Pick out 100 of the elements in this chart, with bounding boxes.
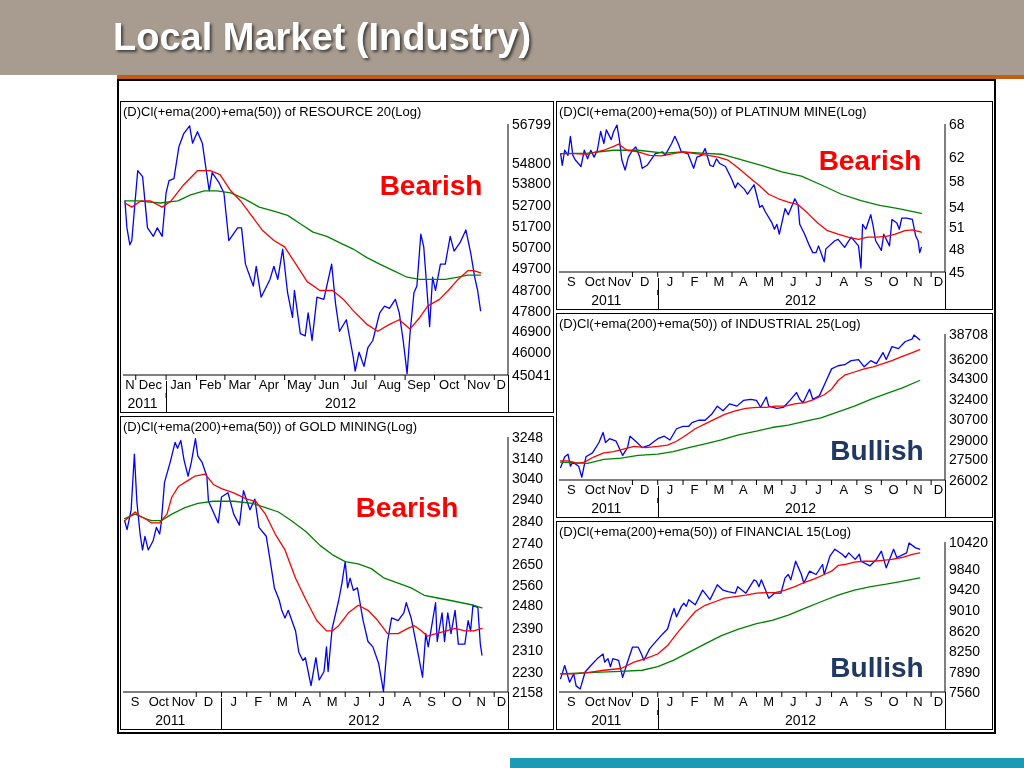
x2-tick-label: 2011 xyxy=(155,712,186,728)
y-tick-label: 2390 xyxy=(512,620,544,637)
x-tick-label: Jun xyxy=(318,377,340,392)
x-tick-label: A xyxy=(302,694,312,709)
x-tick-label: D xyxy=(203,694,214,709)
x-tick-label: N xyxy=(913,482,923,497)
y-tick-label: 45041 xyxy=(512,366,552,383)
y-tick-label: 56799 xyxy=(512,115,552,132)
x-tick-label: A xyxy=(739,694,749,709)
x-tick-label: Jan xyxy=(170,377,192,392)
y-tick-label: 3140 xyxy=(512,450,544,467)
y-tick-label: 62 xyxy=(949,149,965,166)
x-tick-label: S xyxy=(863,274,873,289)
x-tick-label: M xyxy=(763,482,775,497)
x-tick-label: J xyxy=(815,694,822,709)
x-tick-label: J xyxy=(230,694,237,709)
y-tick-label: 2840 xyxy=(512,512,544,529)
x2-tick-label: 2012 xyxy=(324,395,357,411)
y-tick-label: 9420 xyxy=(949,581,981,598)
x-tick-label: S xyxy=(566,274,576,289)
x-tick-label: F xyxy=(690,694,699,709)
x-tick-label: Nov xyxy=(607,482,632,497)
x-tick-label: O xyxy=(451,694,462,709)
x2-tick-label: 2011 xyxy=(591,500,622,516)
line-series xyxy=(124,170,482,332)
y-tick-label: 54800 xyxy=(512,154,552,171)
x-tick-label: Oct xyxy=(584,482,606,497)
x-tick-label: J xyxy=(789,274,797,289)
y-tick-label: 51 xyxy=(949,219,965,236)
y-tick-label: 51700 xyxy=(512,217,552,234)
y-tick-label: 3248 xyxy=(512,428,544,445)
line-series xyxy=(559,143,922,240)
x-tick-label: J xyxy=(815,274,822,289)
x-tick-label: M xyxy=(713,694,725,709)
y-tick-label: 7560 xyxy=(949,683,981,700)
x-tick-label: Aug xyxy=(377,377,402,392)
y-tick-label: 2650 xyxy=(512,555,544,572)
x-tick-label: M xyxy=(713,482,725,497)
chart-title: (D)Cl(+ema(200)+ema(50)) of GOLD MINING(Log) xyxy=(123,419,418,435)
line-series xyxy=(559,124,922,269)
y-tick-label: 46000 xyxy=(512,344,552,361)
x-tick-label: A xyxy=(402,694,412,709)
x-tick-label: J xyxy=(789,482,797,497)
x2-tick-label: 2012 xyxy=(784,292,817,308)
x2-tick-label: 2011 xyxy=(127,395,158,411)
x-tick-label: J xyxy=(353,694,360,709)
annotation: Bullish xyxy=(830,435,924,467)
y-tick-label: 2480 xyxy=(512,597,544,614)
x-tick-label: Oct xyxy=(584,694,606,709)
x-tick-label: Oct xyxy=(584,274,606,289)
annotation: Bearish xyxy=(379,170,483,202)
y-tick-label: 52700 xyxy=(512,197,552,214)
y-tick-label: 48700 xyxy=(512,282,552,299)
text: Local Market (Industry) xyxy=(113,15,532,60)
x-tick-label: D xyxy=(933,274,944,289)
y-tick-label: 36200 xyxy=(949,350,989,367)
x2-tick-label: 2012 xyxy=(784,712,817,728)
y-tick-label: 46900 xyxy=(512,323,552,340)
y-tick-label: 2740 xyxy=(512,535,544,552)
x-tick-label: A xyxy=(839,482,849,497)
y-tick-label: 26002 xyxy=(949,471,989,488)
y-tick-label: 9840 xyxy=(949,560,981,577)
y-tick-label: 38708 xyxy=(949,325,989,342)
x-tick-label: S xyxy=(863,482,873,497)
line-series xyxy=(559,552,921,675)
y-tick-label: 30700 xyxy=(949,411,989,428)
y-tick-label: 45 xyxy=(949,263,965,280)
x-tick-label: A xyxy=(739,482,749,497)
x-tick-label: S xyxy=(863,694,873,709)
x-tick-label: A xyxy=(839,274,849,289)
y-tick-label: 2940 xyxy=(512,491,544,508)
x-tick-label: O xyxy=(888,694,899,709)
x-tick-label: D xyxy=(639,482,650,497)
x-tick-label: S xyxy=(130,694,140,709)
x2-tick-label: 2012 xyxy=(348,712,380,728)
line-series xyxy=(124,125,482,375)
x2-tick-label: 2011 xyxy=(591,712,622,728)
line-series xyxy=(123,437,483,692)
line-series xyxy=(559,379,921,465)
y-tick-label: 34300 xyxy=(949,370,989,387)
line-series xyxy=(559,334,921,478)
x-tick-label: D xyxy=(496,377,506,392)
chart-title: (D)Cl(+ema(200)+ema(50)) of FINANCIAL 15(Log) xyxy=(559,524,852,540)
x-tick-label: J xyxy=(666,274,674,289)
x-tick-label: N xyxy=(913,274,923,289)
y-tick-label: 49700 xyxy=(512,260,552,277)
x-tick-label: M xyxy=(326,694,338,709)
line-series xyxy=(559,348,921,465)
x-tick-label: F xyxy=(254,694,263,709)
y-tick-label: 9010 xyxy=(949,601,981,618)
x-tick-label: D xyxy=(496,694,507,709)
x-tick-label: D xyxy=(933,482,944,497)
y-tick-label: 32400 xyxy=(949,391,989,408)
x-tick-label: Oct xyxy=(439,377,460,392)
y-tick-label: 3040 xyxy=(512,470,544,487)
annotation: Bearish xyxy=(818,145,922,177)
x2-tick-label: 2012 xyxy=(784,500,817,516)
x-tick-label: D xyxy=(933,694,944,709)
y-tick-label: 7890 xyxy=(949,664,981,680)
x-tick-label: Apr xyxy=(258,377,280,392)
